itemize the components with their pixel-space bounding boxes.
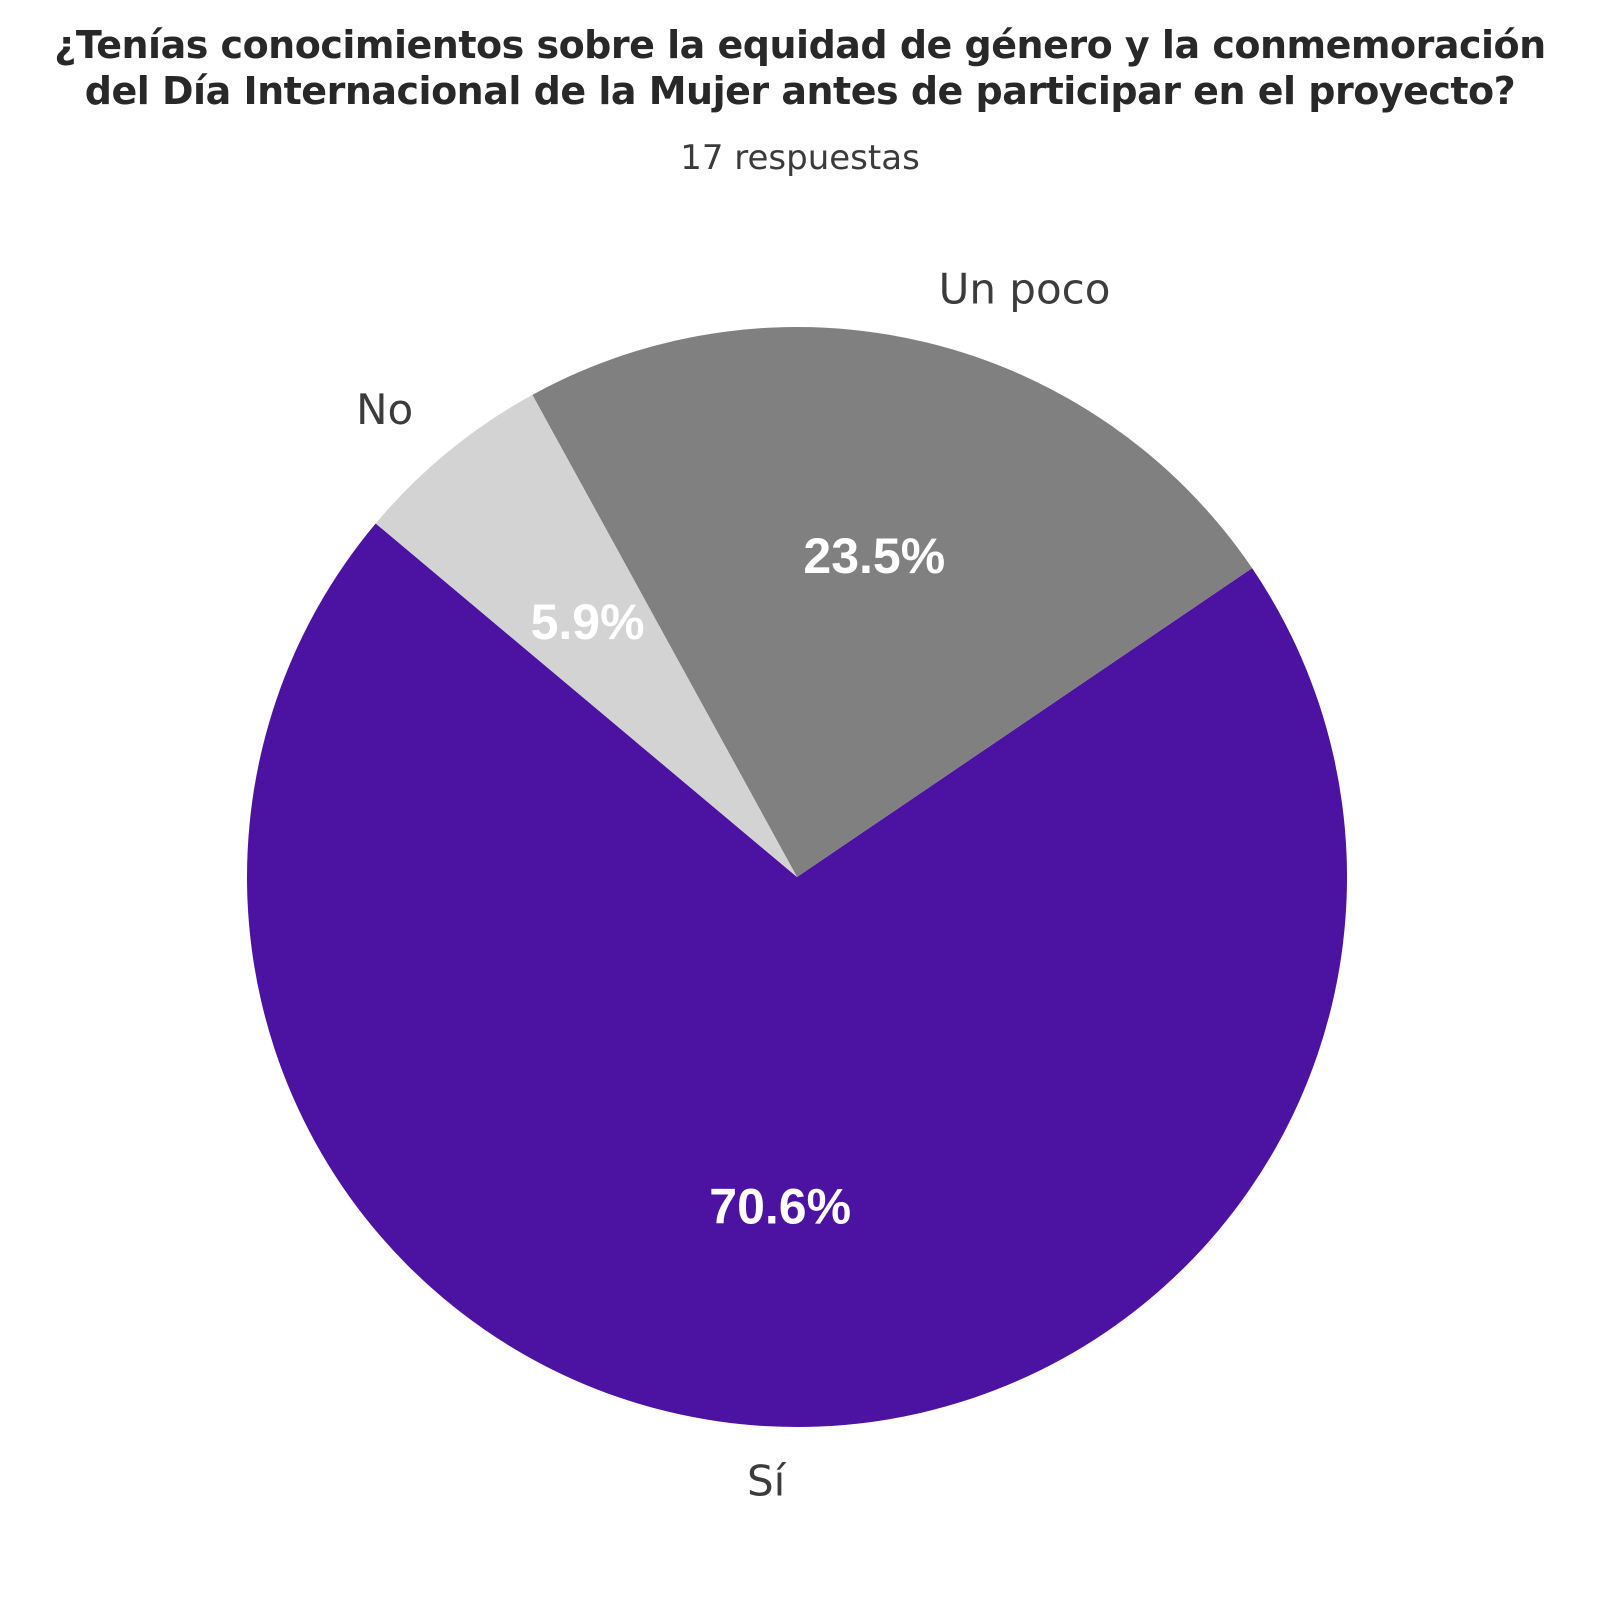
chart-title: ¿Tenías conocimientos sobre la equidad d… (0, 0, 1600, 114)
slice-label-0: Sí (747, 1457, 787, 1506)
pct-label-0: 70.6% (709, 1179, 851, 1235)
pie-slice-1 (532, 327, 1253, 878)
slice-label-1: Un poco (939, 264, 1111, 313)
pie-slice-2 (375, 394, 797, 877)
pct-label-1: 23.5% (803, 528, 945, 584)
chart-title-line-2: del Día Internacional de la Mujer antes … (84, 69, 1516, 113)
chart-title-line-1: ¿Tenías conocimientos sobre la equidad d… (54, 23, 1546, 67)
pie-slice-0 (247, 523, 1348, 1428)
response-count: 17 respuestas (680, 138, 920, 178)
pct-label-2: 5.9% (531, 594, 645, 650)
slice-label-2: No (356, 385, 413, 434)
